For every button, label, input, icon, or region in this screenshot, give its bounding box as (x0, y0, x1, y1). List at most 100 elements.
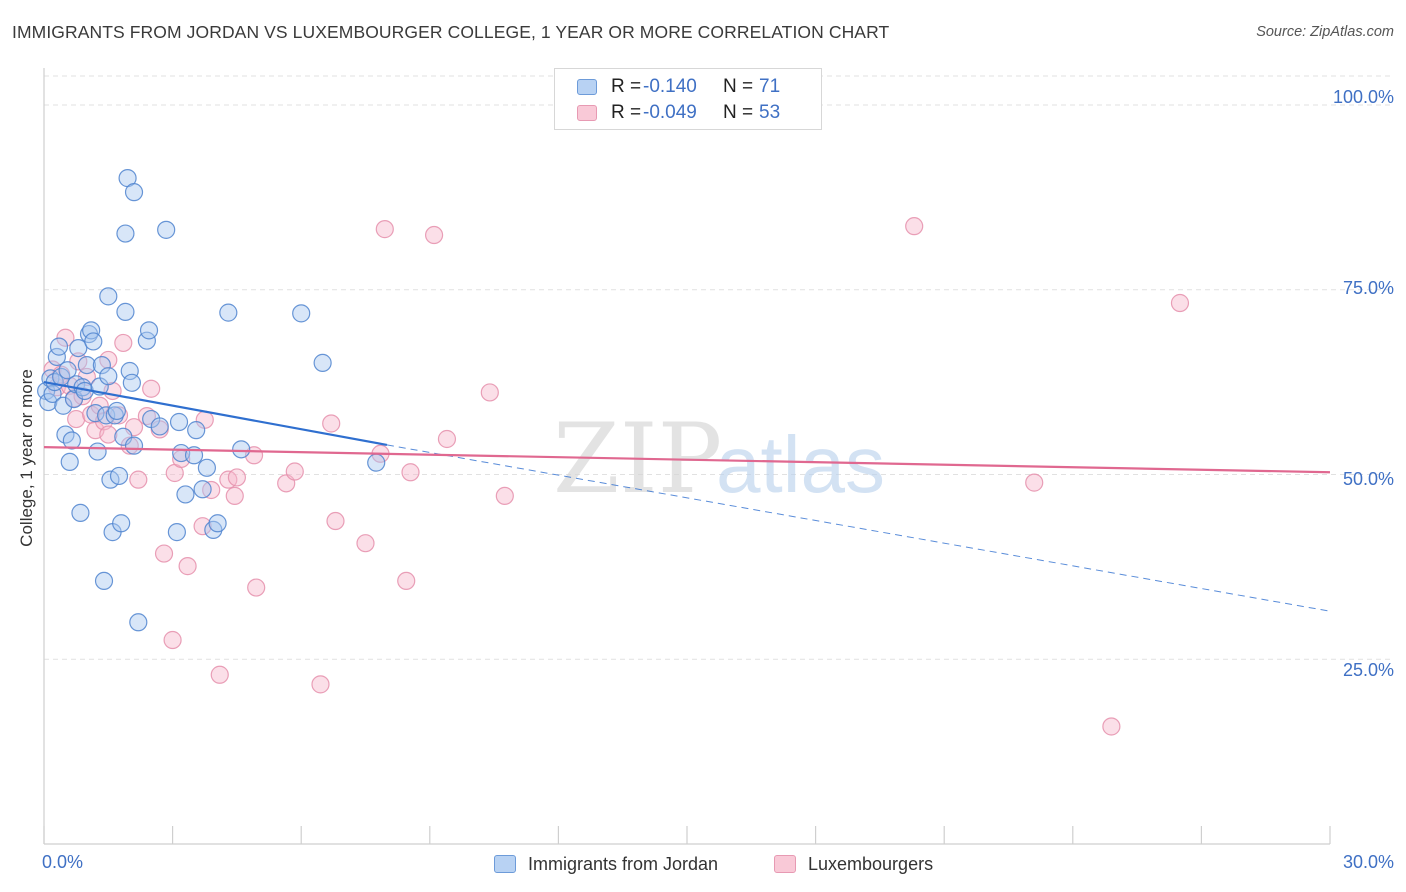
data-point (62, 431, 81, 450)
series-legend: Immigrants from Jordan Luxembourgers (0, 850, 1406, 878)
data-point (437, 429, 457, 449)
data-point (109, 466, 129, 486)
blue-swatch-icon (494, 855, 516, 873)
data-point (150, 417, 169, 436)
legend-item-immigrants-from-jordan[interactable]: Immigrants from Jordan (494, 850, 718, 878)
data-point (1025, 473, 1044, 492)
data-point (88, 442, 107, 461)
axes (43, 68, 1331, 845)
data-point (92, 355, 111, 375)
legend-item-luxembourgers[interactable]: Luxembourgers (774, 850, 933, 878)
data-point (367, 453, 386, 472)
data-point (163, 630, 182, 650)
data-point (167, 523, 186, 542)
legend-label: Luxembourgers (808, 853, 934, 874)
data-point (39, 392, 58, 412)
data-point (122, 373, 141, 392)
data-point (154, 544, 174, 563)
data-point (139, 321, 159, 340)
data-point (1170, 293, 1190, 313)
y-tick-label-100: 100.0% (1332, 87, 1394, 107)
data-point (124, 436, 144, 455)
r-value: -0.140 (643, 76, 697, 97)
data-point (401, 463, 420, 482)
n-label: N = (723, 102, 754, 123)
x-tick-label-max: 30.0% (1342, 852, 1394, 872)
data-point (187, 421, 206, 440)
source-credit: Source: ZipAtlas.com (1256, 24, 1394, 40)
series-immigrants-from-jordan (37, 169, 386, 632)
data-point (1102, 717, 1121, 736)
data-point (193, 517, 212, 536)
n-value: 53 (759, 102, 781, 123)
gridlines (44, 75, 1392, 660)
data-point (120, 361, 139, 381)
stats-legend: R = -0.140 N = 71 R = -0.049 N = 53 (554, 68, 822, 130)
data-point (397, 571, 416, 590)
data-point (480, 383, 499, 402)
data-point (292, 304, 311, 323)
data-point (116, 302, 135, 321)
y-tick-label-50: 50.0% (1342, 469, 1394, 489)
data-point (114, 333, 133, 353)
data-point (176, 485, 195, 504)
pink-swatch-icon (774, 855, 796, 873)
data-point (197, 458, 216, 477)
data-point (43, 384, 62, 404)
data-point (178, 557, 197, 576)
y-tick-label-75: 75.0% (1342, 278, 1394, 298)
data-point (129, 613, 148, 632)
data-point (69, 338, 88, 358)
data-point (116, 224, 135, 243)
data-point (99, 287, 118, 306)
stats-row-blue: R = -0.140 N = 71 (577, 75, 780, 99)
n-value: 71 (759, 76, 781, 97)
data-point (356, 534, 375, 553)
data-point (58, 361, 77, 380)
r-label: R = (611, 102, 642, 123)
trend-lines (43, 381, 1331, 612)
data-point (322, 414, 341, 433)
blue-swatch-icon (577, 79, 597, 95)
data-point (107, 401, 126, 421)
data-point (142, 379, 161, 398)
data-point (84, 332, 103, 351)
data-point (56, 328, 75, 347)
data-point (60, 452, 79, 472)
watermark-atlas: atlas (716, 420, 885, 509)
data-point (424, 225, 444, 245)
data-point (54, 396, 73, 415)
data-point (157, 220, 176, 239)
data-point (313, 353, 332, 372)
data-point (326, 511, 345, 531)
data-point (99, 425, 118, 444)
stats-row-pink: R = -0.049 N = 53 (577, 101, 780, 125)
r-value: -0.049 (643, 102, 697, 123)
data-point (232, 440, 251, 459)
data-point (86, 404, 105, 423)
data-point (495, 486, 514, 506)
data-point (219, 303, 238, 322)
data-point (169, 412, 189, 432)
data-point (129, 470, 148, 489)
data-point (285, 462, 304, 481)
data-point (208, 514, 227, 533)
data-point (225, 486, 244, 506)
data-point (49, 337, 69, 356)
legend-label: Immigrants from Jordan (528, 853, 719, 874)
watermark: ZIP atlas (553, 403, 885, 515)
y-axis-label: College, 1 year or more (17, 369, 36, 547)
chart-title: IMMIGRANTS FROM JORDAN VS LUXEMBOURGER C… (12, 22, 890, 42)
data-point (375, 220, 394, 239)
r-label: R = (611, 76, 642, 97)
data-point (247, 578, 266, 597)
data-point (77, 355, 96, 375)
data-point (112, 514, 131, 533)
data-point (210, 665, 229, 684)
trend-line-blue-extension (386, 444, 1331, 612)
data-point (227, 468, 246, 487)
trend-line-blue (43, 381, 388, 446)
data-point (94, 571, 114, 590)
y-tick-label-25: 25.0% (1342, 660, 1394, 680)
